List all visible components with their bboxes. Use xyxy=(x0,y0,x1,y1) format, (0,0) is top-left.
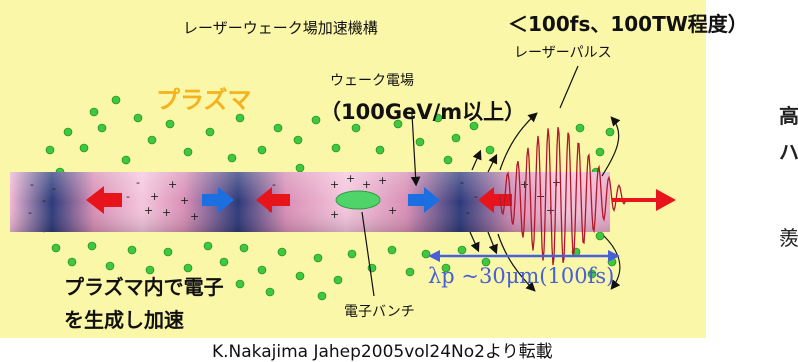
svg-text:-: - xyxy=(474,190,478,203)
wavelength-arrow xyxy=(428,250,620,262)
side-text-2: ハ xyxy=(779,140,798,164)
svg-text:+: + xyxy=(180,194,189,207)
diagram-title: レーザーウェーク場加速機構 xyxy=(183,19,378,37)
svg-text:+: + xyxy=(162,206,171,219)
side-text-3: 羨 xyxy=(779,226,798,250)
laser-spec: ＜100fs、100TW程度） xyxy=(508,12,748,36)
svg-text:-: - xyxy=(28,206,32,219)
svg-text:-: - xyxy=(136,176,140,189)
wake-field-value: （100GeV/m以上） xyxy=(320,100,526,124)
svg-text:+: + xyxy=(190,210,199,223)
svg-text:+: + xyxy=(330,208,339,221)
svg-text:+: + xyxy=(362,178,371,191)
flow-arrows xyxy=(469,112,621,292)
electron-bunch-label: 電子バンチ xyxy=(344,304,415,320)
diagram-panel xyxy=(0,0,706,338)
pulse-pointer xyxy=(559,65,579,109)
wake-field-label: ウェーク電場 xyxy=(330,73,414,89)
bunch-pointer xyxy=(361,211,375,297)
svg-text:+: + xyxy=(388,204,397,217)
svg-text:-: - xyxy=(30,178,34,191)
svg-text:+: + xyxy=(150,190,159,203)
svg-text:+: + xyxy=(144,204,153,217)
svg-text:+: + xyxy=(520,178,529,191)
red-arrows xyxy=(86,186,512,214)
laser-exit-arrow xyxy=(612,189,676,211)
credit-line: K.Nakajima Jahep2005vol24No2より転載 xyxy=(212,342,553,362)
svg-text:-: - xyxy=(42,194,46,207)
svg-text:-: - xyxy=(460,176,464,189)
svg-text:-: - xyxy=(126,190,130,203)
svg-text:-: - xyxy=(52,182,56,195)
svg-text:+: + xyxy=(378,174,387,187)
svg-text:+: + xyxy=(330,178,339,191)
generation-line-2: を生成し加速 xyxy=(64,308,184,332)
generation-line-1: プラズマ内で電子 xyxy=(64,275,224,299)
side-text-1: 高 xyxy=(779,104,798,128)
plasma-label: プラズマ xyxy=(156,86,252,114)
svg-text:-: - xyxy=(272,178,276,191)
wavelength-label: λp ~30μm(100fs) xyxy=(428,264,615,288)
generation-caption: プラズマ内で電子 を生成し加速 xyxy=(64,271,224,337)
svg-text:+: + xyxy=(346,172,355,185)
svg-text:+: + xyxy=(168,178,177,191)
laser-pulse-wave xyxy=(499,126,627,266)
laser-pulse-label: レーザーパルス xyxy=(514,45,612,61)
svg-text:-: - xyxy=(466,206,470,219)
wakefield-pointer xyxy=(410,113,421,187)
blue-arrows xyxy=(202,187,440,213)
electron-bunch xyxy=(335,190,381,210)
